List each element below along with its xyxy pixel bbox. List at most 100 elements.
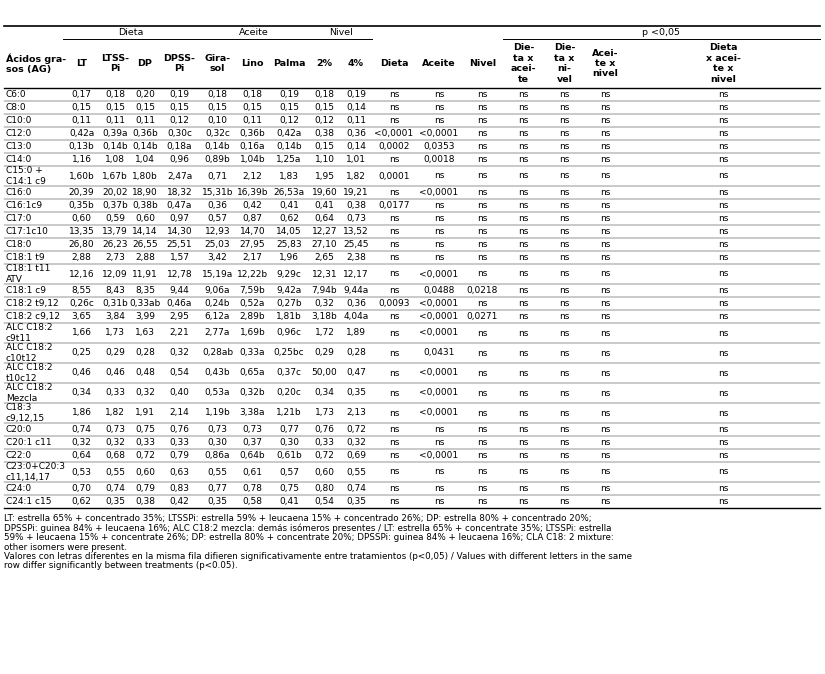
Text: ns: ns — [389, 484, 399, 493]
Text: LT: LT — [76, 59, 87, 68]
Text: ns: ns — [718, 270, 728, 278]
Text: ns: ns — [518, 388, 529, 398]
Text: 0,0271: 0,0271 — [467, 312, 498, 321]
Text: 7,59b: 7,59b — [239, 286, 266, 295]
Text: 0,18: 0,18 — [243, 90, 262, 99]
Text: 0,86a: 0,86a — [205, 451, 230, 460]
Text: C6:0: C6:0 — [6, 90, 26, 99]
Text: ns: ns — [478, 438, 488, 447]
Text: ns: ns — [478, 468, 488, 477]
Text: 1,21b: 1,21b — [276, 408, 302, 417]
Text: 0,61: 0,61 — [243, 468, 262, 477]
Text: ns: ns — [389, 286, 399, 295]
Text: ns: ns — [601, 451, 610, 460]
Text: ns: ns — [518, 240, 529, 249]
Text: ns: ns — [518, 425, 529, 434]
Text: <0,0001: <0,0001 — [419, 270, 459, 278]
Text: 0,14: 0,14 — [346, 142, 366, 151]
Text: 0,25bc: 0,25bc — [274, 348, 304, 357]
Text: 0,36: 0,36 — [346, 299, 366, 308]
Text: C24:1 c15: C24:1 c15 — [6, 497, 51, 506]
Text: ns: ns — [478, 348, 488, 357]
Text: ns: ns — [718, 129, 728, 138]
Text: 2,65: 2,65 — [314, 253, 334, 262]
Text: 0,83: 0,83 — [169, 484, 190, 493]
Text: ns: ns — [559, 425, 570, 434]
Text: 8,43: 8,43 — [105, 286, 125, 295]
Text: 0,11: 0,11 — [105, 116, 125, 125]
Text: ns: ns — [601, 201, 610, 210]
Text: ns: ns — [389, 369, 399, 377]
Text: ns: ns — [559, 171, 570, 181]
Text: 0,0093: 0,0093 — [378, 299, 410, 308]
Text: ns: ns — [601, 188, 610, 197]
Text: 0,43b: 0,43b — [205, 369, 230, 377]
Text: ns: ns — [601, 348, 610, 357]
Text: 0,19: 0,19 — [279, 90, 299, 99]
Text: 27,95: 27,95 — [240, 240, 266, 249]
Text: LT: estrella 65% + concentrado 35%; LTSSPi: estrella 59% + leucaena 15% + concen: LT: estrella 65% + concentrado 35%; LTSS… — [4, 514, 592, 523]
Text: 0,32: 0,32 — [314, 299, 334, 308]
Text: ns: ns — [389, 348, 399, 357]
Text: 0,10: 0,10 — [208, 116, 228, 125]
Text: 2,14: 2,14 — [170, 408, 190, 417]
Text: 0,14b: 0,14b — [132, 142, 158, 151]
Text: 16,39b: 16,39b — [237, 188, 268, 197]
Text: 2,88: 2,88 — [72, 253, 92, 262]
Text: ns: ns — [601, 484, 610, 493]
Text: 0,11: 0,11 — [346, 116, 366, 125]
Text: ns: ns — [718, 408, 728, 417]
Text: ns: ns — [559, 408, 570, 417]
Text: ns: ns — [559, 270, 570, 278]
Text: Nivel: Nivel — [469, 59, 496, 68]
Text: 2,95: 2,95 — [170, 312, 190, 321]
Text: ns: ns — [559, 155, 570, 164]
Text: ns: ns — [518, 129, 529, 138]
Text: C18:1 t9: C18:1 t9 — [6, 253, 45, 262]
Text: 0,59: 0,59 — [105, 214, 125, 223]
Text: C24:0: C24:0 — [6, 484, 32, 493]
Text: ns: ns — [718, 188, 728, 197]
Text: 0,28: 0,28 — [346, 348, 366, 357]
Text: 0,65a: 0,65a — [240, 369, 266, 377]
Text: ALC C18:2
t10c12: ALC C18:2 t10c12 — [6, 363, 53, 383]
Text: ns: ns — [434, 103, 444, 112]
Text: ns: ns — [518, 142, 529, 151]
Text: ns: ns — [601, 270, 610, 278]
Text: 0,16a: 0,16a — [240, 142, 266, 151]
Text: 0,73: 0,73 — [243, 425, 262, 434]
Text: 0,47: 0,47 — [346, 369, 366, 377]
Text: C10:0: C10:0 — [6, 116, 32, 125]
Text: ns: ns — [478, 270, 488, 278]
Text: ns: ns — [434, 171, 444, 181]
Text: 0,77: 0,77 — [279, 425, 299, 434]
Text: ns: ns — [559, 312, 570, 321]
Text: 0,32: 0,32 — [135, 388, 155, 398]
Text: ns: ns — [518, 369, 529, 377]
Text: 0,32c: 0,32c — [205, 129, 230, 138]
Text: ns: ns — [718, 388, 728, 398]
Text: ns: ns — [718, 214, 728, 223]
Text: 9,42a: 9,42a — [276, 286, 302, 295]
Text: 0,19: 0,19 — [346, 90, 366, 99]
Text: ns: ns — [478, 484, 488, 493]
Text: ns: ns — [601, 155, 610, 164]
Text: ns: ns — [718, 328, 728, 338]
Text: 0,15: 0,15 — [135, 103, 155, 112]
Text: 0,0002: 0,0002 — [379, 142, 410, 151]
Text: 0,68: 0,68 — [105, 451, 125, 460]
Text: 0,75: 0,75 — [279, 484, 299, 493]
Text: 0,57: 0,57 — [279, 468, 299, 477]
Text: ns: ns — [478, 116, 488, 125]
Text: <0,0001: <0,0001 — [419, 129, 459, 138]
Text: C18:3
c9,12,15: C18:3 c9,12,15 — [6, 403, 45, 423]
Text: 0,32: 0,32 — [170, 348, 190, 357]
Text: ns: ns — [559, 388, 570, 398]
Text: ns: ns — [559, 299, 570, 308]
Text: ns: ns — [559, 90, 570, 99]
Text: 1,63: 1,63 — [135, 328, 155, 338]
Text: 0,80: 0,80 — [314, 484, 334, 493]
Text: 2,17: 2,17 — [243, 253, 262, 262]
Text: C13:0: C13:0 — [6, 142, 32, 151]
Text: 0,17: 0,17 — [72, 90, 92, 99]
